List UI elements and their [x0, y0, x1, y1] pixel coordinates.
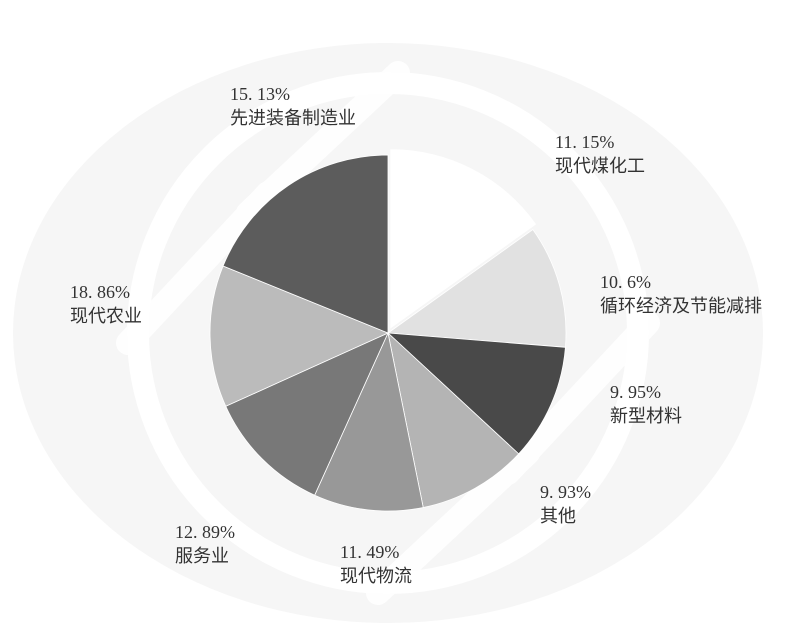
slice-name: 现代煤化工: [555, 154, 645, 178]
slice-percent: 9. 95%: [610, 380, 682, 404]
slice-label: 9. 95%新型材料: [610, 380, 682, 429]
slice-name: 其他: [540, 504, 591, 528]
slice-label: 12. 89%服务业: [175, 520, 235, 569]
slice-name: 循环经济及节能减排: [600, 294, 762, 318]
slice-name: 服务业: [175, 544, 235, 568]
slice-percent: 11. 15%: [555, 130, 645, 154]
slice-name: 现代农业: [70, 304, 142, 328]
slice-percent: 11. 49%: [340, 540, 412, 564]
slice-percent: 15. 13%: [230, 82, 356, 106]
slice-label: 18. 86%现代农业: [70, 280, 142, 329]
slice-name: 先进装备制造业: [230, 106, 356, 130]
slice-percent: 9. 93%: [540, 480, 591, 504]
slice-label: 15. 13%先进装备制造业: [230, 82, 356, 131]
slice-label: 9. 93%其他: [540, 480, 591, 529]
slice-label: 11. 49%现代物流: [340, 540, 412, 589]
slice-percent: 12. 89%: [175, 520, 235, 544]
slice-label: 10. 6%循环经济及节能减排: [600, 270, 762, 319]
slice-percent: 18. 86%: [70, 280, 142, 304]
slice-name: 现代物流: [340, 564, 412, 588]
slice-name: 新型材料: [610, 404, 682, 428]
slice-label: 11. 15%现代煤化工: [555, 130, 645, 179]
chart-container: 15. 13%先进装备制造业 11. 15%现代煤化工 10. 6%循环经济及节能减…: [0, 0, 800, 635]
slice-percent: 10. 6%: [600, 270, 762, 294]
